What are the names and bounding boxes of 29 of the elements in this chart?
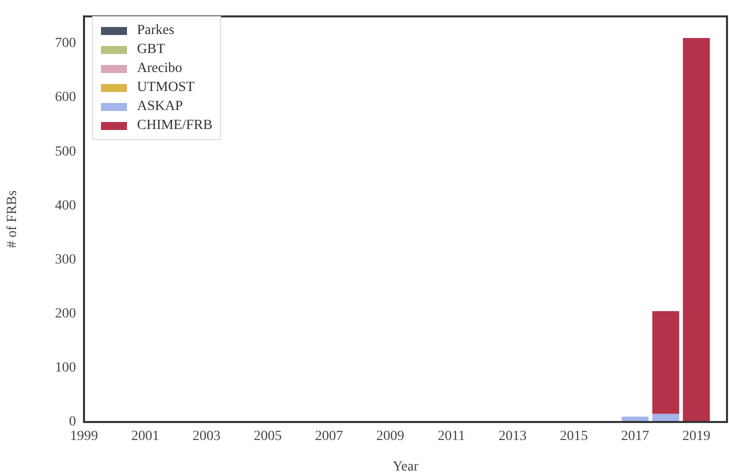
- bar: [652, 311, 680, 414]
- y-tick-label: 600: [55, 90, 76, 106]
- y-tick-label: 300: [55, 252, 76, 268]
- x-tick-label: 2009: [376, 429, 404, 444]
- legend-label: UTMOST: [137, 80, 195, 96]
- y-tick-label: 100: [55, 360, 76, 376]
- legend-label: GBT: [137, 42, 165, 58]
- x-tick-label: 2017: [621, 429, 650, 444]
- y-axis-title: # of FRBs: [5, 190, 20, 248]
- x-tick-label: 2011: [438, 429, 466, 444]
- y-tick-label: 0: [69, 414, 76, 430]
- y-tick-label: 400: [55, 198, 76, 214]
- legend-label: Arecibo: [137, 60, 182, 76]
- y-tick-label: 500: [55, 144, 76, 160]
- x-tick-label: 2001: [131, 429, 160, 444]
- x-tick-label: 2013: [498, 429, 527, 444]
- x-tick-label: 2019: [682, 429, 710, 444]
- y-tick-label: 700: [55, 36, 76, 52]
- x-tick-label: 1999: [70, 429, 98, 444]
- bar: [682, 38, 710, 422]
- legend-label: CHIME/FRB: [137, 118, 212, 134]
- x-tick-label: 2003: [192, 429, 220, 444]
- x-tick-label: 2015: [560, 429, 588, 444]
- legend-label: ASKAP: [137, 98, 183, 114]
- x-tick-label: 2007: [314, 429, 343, 444]
- legend-label: Parkes: [137, 22, 174, 38]
- x-tick-label: 2005: [254, 429, 282, 444]
- x-axis-title: Year: [392, 459, 419, 474]
- y-tick-label: 200: [55, 306, 76, 322]
